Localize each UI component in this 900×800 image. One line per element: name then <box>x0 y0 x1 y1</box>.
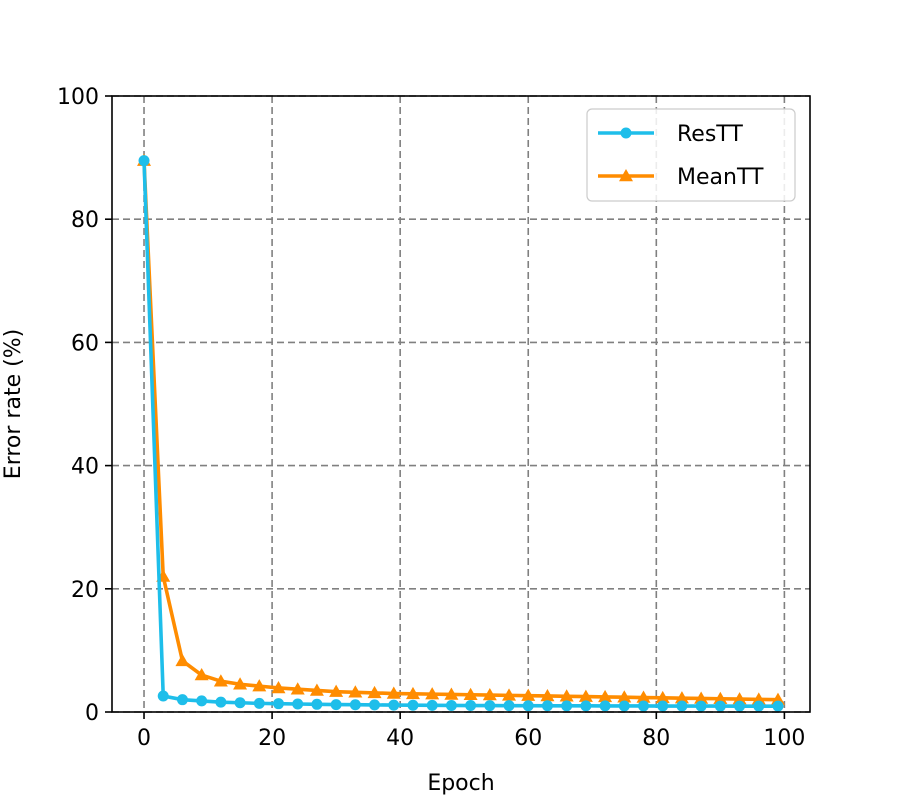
data-point-restt <box>234 697 246 709</box>
data-point-meantt <box>252 679 267 692</box>
data-point-restt <box>503 700 515 712</box>
data-point-meantt <box>425 687 440 700</box>
data-point-meantt <box>405 686 420 700</box>
data-point-meantt <box>386 686 401 699</box>
y-axis-label: Error rate (%) <box>1 329 26 479</box>
data-point-restt <box>253 697 265 709</box>
data-point-restt <box>157 690 169 702</box>
data-point-restt <box>465 700 477 712</box>
data-point-meantt <box>559 689 574 702</box>
data-point-meantt <box>309 683 324 696</box>
data-point-meantt <box>233 677 248 690</box>
data-point-restt <box>426 699 438 711</box>
data-point-restt <box>734 700 746 712</box>
data-point-meantt <box>636 690 651 703</box>
data-point-meantt <box>674 691 689 704</box>
data-point-meantt <box>521 688 536 701</box>
data-point-meantt <box>444 687 459 700</box>
x-tick-label: 40 <box>386 726 414 751</box>
legend-marker-meantt <box>619 169 633 182</box>
data-point-restt <box>541 700 553 712</box>
ticks: 0 20 40 60 80 100 0 20 40 60 80 100 <box>57 85 805 751</box>
series-line-restt <box>142 160 778 708</box>
data-point-restt <box>176 694 188 706</box>
data-point-meantt <box>502 688 517 701</box>
data-point-meantt <box>463 687 478 701</box>
data-point-meantt <box>713 691 728 705</box>
data-point-restt <box>618 700 630 712</box>
data-point-restt <box>638 700 650 712</box>
x-tick-label: 0 <box>137 726 151 751</box>
data-point-meantt <box>348 685 363 698</box>
series-layer <box>137 153 785 712</box>
data-point-meantt <box>367 685 382 699</box>
data-point-meantt <box>598 689 613 703</box>
data-point-restt <box>753 700 765 712</box>
data-point-restt <box>138 155 150 167</box>
legend-marker-restt <box>620 127 632 139</box>
data-point-meantt <box>213 674 228 687</box>
data-point-meantt <box>655 690 670 704</box>
x-tick-label: 60 <box>514 726 542 751</box>
y-tick-label: 80 <box>71 208 99 233</box>
data-point-restt <box>714 700 726 712</box>
data-point-restt <box>292 698 304 710</box>
x-tick-label: 100 <box>763 726 805 751</box>
data-point-restt <box>484 700 496 712</box>
x-tick-label: 80 <box>642 726 670 751</box>
data-point-restt <box>772 700 784 712</box>
y-tick-label: 60 <box>71 331 99 356</box>
x-tick-label: 20 <box>258 726 286 751</box>
data-point-restt <box>330 699 342 711</box>
data-point-restt <box>388 699 400 711</box>
data-point-restt <box>272 698 284 710</box>
data-point-restt <box>561 700 573 712</box>
series-line-meantt <box>142 160 779 702</box>
data-point-restt <box>599 700 611 712</box>
data-point-meantt <box>578 689 593 702</box>
data-point-restt <box>445 699 457 711</box>
data-point-meantt <box>751 692 766 705</box>
data-point-restt <box>369 699 381 711</box>
series-meantt <box>137 153 785 705</box>
plot-frame <box>111 95 811 713</box>
legend: ResTT MeanTT <box>586 108 796 202</box>
data-point-restt <box>311 698 323 710</box>
x-axis-label: Epoch <box>427 771 494 796</box>
data-point-restt <box>407 699 419 711</box>
y-tick-label: 0 <box>85 701 99 726</box>
data-point-meantt <box>329 684 344 697</box>
y-tick-label: 20 <box>71 578 99 603</box>
data-point-meantt <box>175 653 190 667</box>
data-point-restt <box>580 700 592 712</box>
data-point-restt <box>695 700 707 712</box>
data-point-meantt <box>617 690 632 703</box>
data-point-meantt <box>290 682 305 695</box>
data-point-meantt <box>732 692 747 705</box>
data-point-meantt <box>482 688 497 701</box>
data-point-restt <box>657 700 669 712</box>
y-tick-label: 40 <box>71 455 99 480</box>
legend-label-restt: ResTT <box>677 122 743 147</box>
data-point-meantt <box>694 691 709 704</box>
series-restt <box>138 155 784 712</box>
data-point-restt <box>196 695 208 707</box>
data-point-restt <box>522 700 534 712</box>
data-point-meantt <box>194 668 209 681</box>
data-point-meantt <box>770 692 785 705</box>
y-tick-label: 100 <box>57 85 99 110</box>
data-point-restt <box>349 699 361 711</box>
data-point-restt <box>676 700 688 712</box>
data-point-meantt <box>540 688 555 702</box>
data-point-meantt <box>271 680 286 694</box>
data-point-restt <box>215 696 227 708</box>
legend-label-meantt: MeanTT <box>677 165 764 190</box>
